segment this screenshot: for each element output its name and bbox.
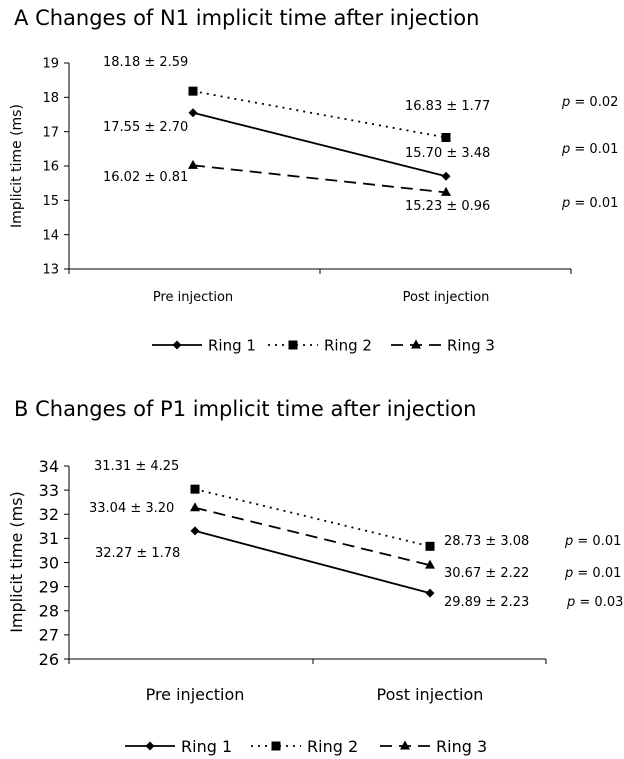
chart-b-y-tick-label: 33	[39, 481, 59, 500]
chart-b-data-point	[190, 502, 200, 512]
chart-b-data-point	[425, 541, 435, 551]
chart-a-legend-label: Ring 1	[208, 336, 256, 354]
chart-b-data-label: 32.27 ± 1.78	[95, 546, 180, 561]
chart-b-y-tick-label: 34	[39, 457, 59, 476]
chart-a-series-line	[192, 90, 447, 139]
chart-b-legend-label: Ring 1	[181, 737, 232, 756]
chart-b: 26 27 28 29 30 31 32 33 34 Pre injection Post inje…	[7, 457, 623, 756]
chart-a-y-tick-label: 15	[42, 194, 59, 209]
chart-b-p-value-label: p = 0.01	[564, 534, 621, 549]
chart-b-p-value-label: p = 0.01	[564, 566, 621, 581]
chart-a-data-label: 15.23 ± 0.96	[405, 199, 490, 214]
chart-a-y-tick-label: 19	[42, 57, 59, 72]
chart-b-series-3	[190, 502, 435, 569]
panel-a: A Changes of N1 implicit time after inje…	[0, 0, 624, 375]
panel-a-title-text: Changes of N1 implicit time after inject…	[35, 6, 480, 30]
chart-a-p-value-label: p = 0.01	[561, 142, 618, 157]
panel-b: B Changes of P1 implicit time after inje…	[0, 385, 624, 759]
chart-b-series-line	[194, 506, 431, 567]
chart-a-p-value-label: p = 0.02	[561, 95, 618, 110]
chart-b-data-point	[190, 526, 200, 536]
chart-b-legend: Ring 1 Ring 2 Ring 3	[125, 737, 487, 756]
chart-b-legend-label: Ring 3	[436, 737, 487, 756]
chart-b-x-category-label: Post injection	[377, 685, 484, 704]
chart-a: 13 14 15 16 17 18 19 Pre injection Post injectio…	[9, 55, 618, 354]
chart-b-data-label: 29.89 ± 2.23	[444, 595, 529, 610]
chart-b-y-tick-label: 31	[39, 529, 59, 548]
chart-a-legend-label: Ring 3	[447, 336, 495, 354]
chart-b-y-tick-label: 26	[39, 650, 59, 669]
chart-a-x-category-label: Post injection	[403, 290, 490, 305]
chart-b-y-tick-label: 28	[39, 602, 59, 621]
chart-b-data-label: 33.04 ± 3.20	[89, 501, 174, 516]
panel-b-title: B Changes of P1 implicit time after inje…	[14, 397, 476, 421]
chart-b-y-axis-label: Implicit time (ms)	[7, 491, 26, 633]
panel-b-title-text: Changes of P1 implicit time after inject…	[35, 397, 477, 421]
chart-a-series-line	[192, 164, 447, 194]
chart-a-data-point	[441, 171, 451, 181]
chart-a-data-point	[441, 186, 451, 196]
chart-a-legend-item: Ring 1	[152, 336, 256, 354]
chart-a-data-label: 17.55 ± 2.70	[103, 120, 188, 135]
chart-b-p-value-label: p = 0.03	[566, 595, 623, 610]
chart-b-y-tick-label: 30	[39, 553, 59, 572]
chart-a-series-3	[188, 159, 451, 196]
chart-b-y-tick-label: 32	[39, 505, 59, 524]
chart-b-series-line	[194, 530, 431, 595]
chart-a-y-tick-label: 16	[42, 160, 59, 175]
chart-b-legend-marker	[145, 741, 155, 751]
chart-a-y-axis-label: Implicit time (ms)	[9, 104, 25, 228]
chart-b-data-label: 28.73 ± 3.08	[444, 534, 529, 549]
chart-a-data-point	[188, 159, 198, 169]
chart-a-data-label: 18.18 ± 2.59	[103, 55, 188, 70]
chart-a-legend: Ring 1 Ring 2 Ring 3	[152, 336, 495, 354]
chart-b-legend-marker	[400, 740, 410, 750]
chart-a-data-point	[188, 108, 198, 118]
chart-a-data-label: 16.02 ± 0.81	[103, 170, 188, 185]
panel-a-title: A Changes of N1 implicit time after inje…	[14, 6, 479, 30]
chart-a-y-tick-label: 18	[42, 91, 59, 106]
chart-a-data-label: 16.83 ± 1.77	[405, 99, 490, 114]
chart-b-data-label: 31.31 ± 4.25	[94, 459, 179, 474]
chart-b-data-point	[425, 588, 435, 598]
chart-b-series-1	[190, 526, 435, 598]
chart-b-y-tick-label: 27	[39, 626, 59, 645]
chart-b-legend-item: Ring 2	[251, 737, 358, 756]
chart-a-series-2	[188, 86, 451, 143]
chart-a-data-point	[188, 86, 198, 96]
chart-a-p-value-label: p = 0.01	[561, 196, 618, 211]
chart-b-data-point	[425, 559, 435, 569]
chart-b-series-line	[194, 488, 431, 548]
panel-a-letter: A	[14, 6, 29, 30]
chart-a-series-line	[192, 111, 447, 178]
chart-a-legend-marker	[172, 340, 182, 350]
chart-b-y-tick-label: 29	[39, 577, 59, 596]
chart-a-legend-marker	[411, 339, 421, 349]
chart-a-x-category-label: Pre injection	[153, 290, 233, 305]
chart-a-series-1	[188, 108, 451, 181]
chart-a-y-tick-label: 13	[42, 263, 59, 278]
chart-b-legend-label: Ring 2	[307, 737, 358, 756]
chart-b-legend-item: Ring 3	[380, 737, 487, 756]
panel-b-letter: B	[14, 397, 29, 421]
chart-b-data-label: 30.67 ± 2.22	[444, 566, 529, 581]
chart-a-legend-item: Ring 2	[268, 336, 372, 354]
chart-b-series-2	[190, 484, 435, 551]
chart-a-y-tick-label: 14	[42, 228, 59, 243]
chart-b-legend-marker	[271, 741, 281, 751]
chart-b-legend-item: Ring 1	[125, 737, 232, 756]
chart-a-legend-item: Ring 3	[391, 336, 495, 354]
chart-a-legend-label: Ring 2	[324, 336, 372, 354]
chart-a-y-tick-label: 17	[42, 125, 59, 140]
chart-a-data-point	[441, 133, 451, 143]
chart-b-data-point	[190, 484, 200, 494]
chart-a-legend-marker	[288, 340, 298, 350]
chart-a-data-label: 15.70 ± 3.48	[405, 146, 490, 161]
chart-b-x-category-label: Pre injection	[146, 685, 245, 704]
